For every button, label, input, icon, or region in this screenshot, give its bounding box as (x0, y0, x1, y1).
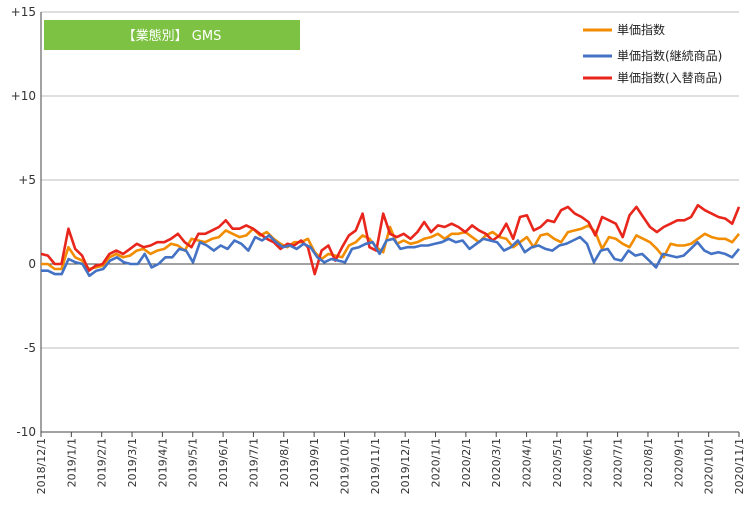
y-axis: +15 +10 +5 0 -5 -10 (11, 5, 42, 439)
x-tick-label-3: 2019/3/1 (126, 438, 139, 487)
x-tick-label-8: 2019/8/1 (278, 438, 291, 487)
chart-title: 【業態別】 GMS (123, 28, 222, 44)
x-tick-label-12: 2019/12/1 (399, 438, 412, 494)
y-tick-label-3: 0 (28, 257, 36, 271)
x-tick-label-6: 2019/6/1 (217, 438, 230, 487)
series-line-2 (40, 203, 741, 276)
x-tick-label-4: 2019/4/1 (156, 438, 169, 487)
legend: 単価指数 単価指数(継続商品) 単価指数(入替商品) (583, 22, 722, 85)
x-tick-label-20: 2020/8/1 (642, 438, 655, 487)
x-tick-label-14: 2020/2/1 (460, 438, 473, 487)
x-tick-label-19: 2020/7/1 (612, 438, 625, 487)
x-tick-label-18: 2020/6/1 (581, 438, 594, 487)
x-axis: 2018/12/1 2019/1/1 2019/2/1 2019/3/1 2019/4/… (35, 431, 745, 494)
y-tick-label-2: +5 (18, 173, 36, 187)
x-tick-label-16: 2020/4/1 (521, 438, 534, 487)
legend-label-2: 単価指数(入替商品) (617, 70, 722, 85)
x-tick-label-1: 2019/1/1 (65, 438, 78, 487)
title-background (44, 20, 300, 50)
x-tick-label-23: 2020/11/1 (733, 438, 745, 494)
x-tick-label-0: 2018/12/1 (35, 438, 48, 494)
x-tick-label-13: 2020/1/1 (430, 438, 443, 487)
x-tick-label-17: 2020/5/1 (551, 438, 564, 487)
chart-title-box: 【業態別】 GMS (44, 20, 300, 50)
y-tick-label-4: -5 (24, 341, 36, 355)
series-line-1 (41, 234, 741, 278)
x-tick-label-22: 2020/10/1 (703, 438, 716, 494)
series-lines (40, 203, 741, 278)
series-line-0 (41, 224, 741, 271)
y-tick-label-0: +15 (11, 5, 36, 19)
y-tick-label-1: +10 (11, 89, 36, 103)
x-tick-label-11: 2019/11/1 (369, 438, 382, 494)
x-tick-label-21: 2020/9/1 (672, 438, 685, 487)
x-tick-label-15: 2020/3/1 (490, 438, 503, 487)
x-tick-label-5: 2019/5/1 (187, 438, 200, 487)
y-tick-label-5: -10 (16, 425, 36, 439)
x-tick-label-10: 2019/10/1 (338, 438, 351, 494)
x-tick-label-9: 2019/9/1 (308, 438, 321, 487)
legend-label-0: 単価指数 (617, 22, 665, 37)
legend-label-1: 単価指数(継続商品) (617, 48, 722, 63)
x-tick-label-2: 2019/2/1 (96, 438, 109, 487)
x-tick-label-7: 2019/7/1 (247, 438, 260, 487)
